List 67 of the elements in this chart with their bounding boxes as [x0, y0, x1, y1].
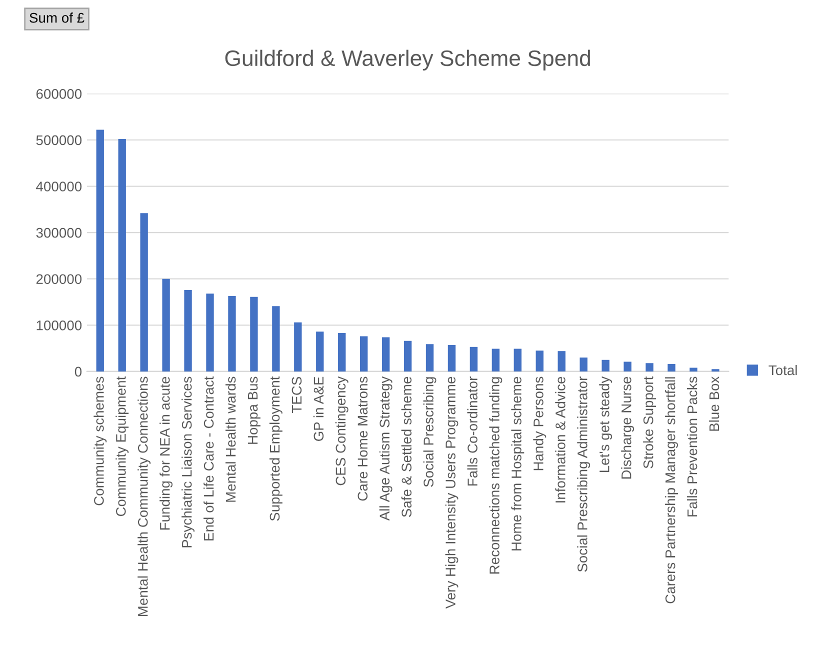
bar — [404, 340, 412, 372]
x-tick-label: Carers Partnership Manager shortfall — [665, 377, 678, 604]
bar — [118, 139, 126, 372]
bar — [558, 351, 566, 372]
bar — [250, 296, 258, 372]
bar — [184, 290, 192, 372]
x-tick-label: Safe & Settled scheme — [401, 376, 412, 517]
y-tick-label: 600000 — [36, 89, 82, 99]
x-tick-label: Supported Employment — [269, 376, 282, 521]
x-tick-label: Social Prescribing Administrator — [577, 376, 590, 572]
x-tick-label: Mental Health Community Connections — [138, 376, 151, 616]
x-tick-label: Community schemes — [94, 376, 107, 506]
bar — [448, 345, 456, 372]
x-tick-label: Handy Persons — [533, 376, 546, 470]
legend-label: Total — [768, 364, 797, 376]
text: Sum of £ — [30, 12, 84, 23]
x-tick-label: Falls Co-ordinator — [467, 376, 478, 486]
chart-title: Guildford & Waverley Scheme Spend — [225, 50, 590, 71]
x-tick-label: CES Contingency — [335, 376, 348, 486]
x-tick-label: Care Home Matrons — [358, 376, 368, 501]
bar — [382, 337, 390, 372]
y-tick-label: 0 — [74, 366, 82, 377]
bar — [162, 278, 170, 372]
bar — [536, 350, 544, 372]
y-tick-label: 400000 — [36, 182, 82, 192]
y-tick-label: 300000 — [36, 228, 82, 238]
x-tick-label: Reconnections matched funding — [489, 377, 502, 574]
x-tick-label: Home from Hospital scheme — [511, 376, 524, 550]
x-tick-label: Let's get steady — [599, 376, 612, 472]
bar — [602, 360, 610, 372]
x-tick-label: Social Prescribing — [423, 377, 436, 487]
bar — [514, 348, 522, 372]
x-tick-label: Funding for NEA in acute — [160, 376, 173, 530]
bar — [426, 344, 434, 372]
bar — [206, 294, 214, 372]
bar — [470, 346, 478, 372]
x-tick-label: TECS — [292, 376, 302, 414]
x-tick-label: Falls Prevention Packs — [687, 376, 698, 516]
y-tick-label: 500000 — [36, 135, 82, 146]
x-tick-label: Very High Intensity Users Programme — [445, 376, 458, 609]
bar — [294, 322, 302, 372]
x-tick-label: End of Life Care - Contract — [204, 376, 214, 540]
x-tick-label: Discharge Nurse — [621, 376, 634, 479]
bar — [140, 213, 148, 372]
y-tick-label: 100000 — [36, 320, 82, 330]
x-tick-label: Hoppa Bus — [248, 376, 260, 444]
bar — [96, 130, 104, 372]
bar — [690, 368, 698, 372]
bar — [646, 363, 654, 372]
x-tick-label: Information & Advice — [555, 376, 566, 502]
bar — [360, 336, 368, 372]
bar — [492, 348, 500, 372]
x-tick-label: Psychiatric Liaison Services — [182, 376, 195, 548]
bar — [338, 333, 346, 372]
bar — [668, 364, 676, 372]
x-tick-label: Mental Health wards — [226, 376, 236, 502]
x-tick-label: Blue Box — [708, 376, 720, 431]
bar — [580, 358, 588, 372]
y-tick-label: 200000 — [36, 274, 82, 284]
x-tick-label: Stroke Support — [643, 376, 656, 468]
bar — [316, 332, 324, 372]
x-tick-label: All Age Autism Strategy — [379, 376, 392, 521]
bar — [272, 306, 280, 372]
x-tick-label: GP in A&E — [313, 376, 324, 441]
x-tick-label: Community Equipment — [116, 376, 129, 516]
bar — [228, 296, 236, 372]
bar — [624, 362, 632, 372]
